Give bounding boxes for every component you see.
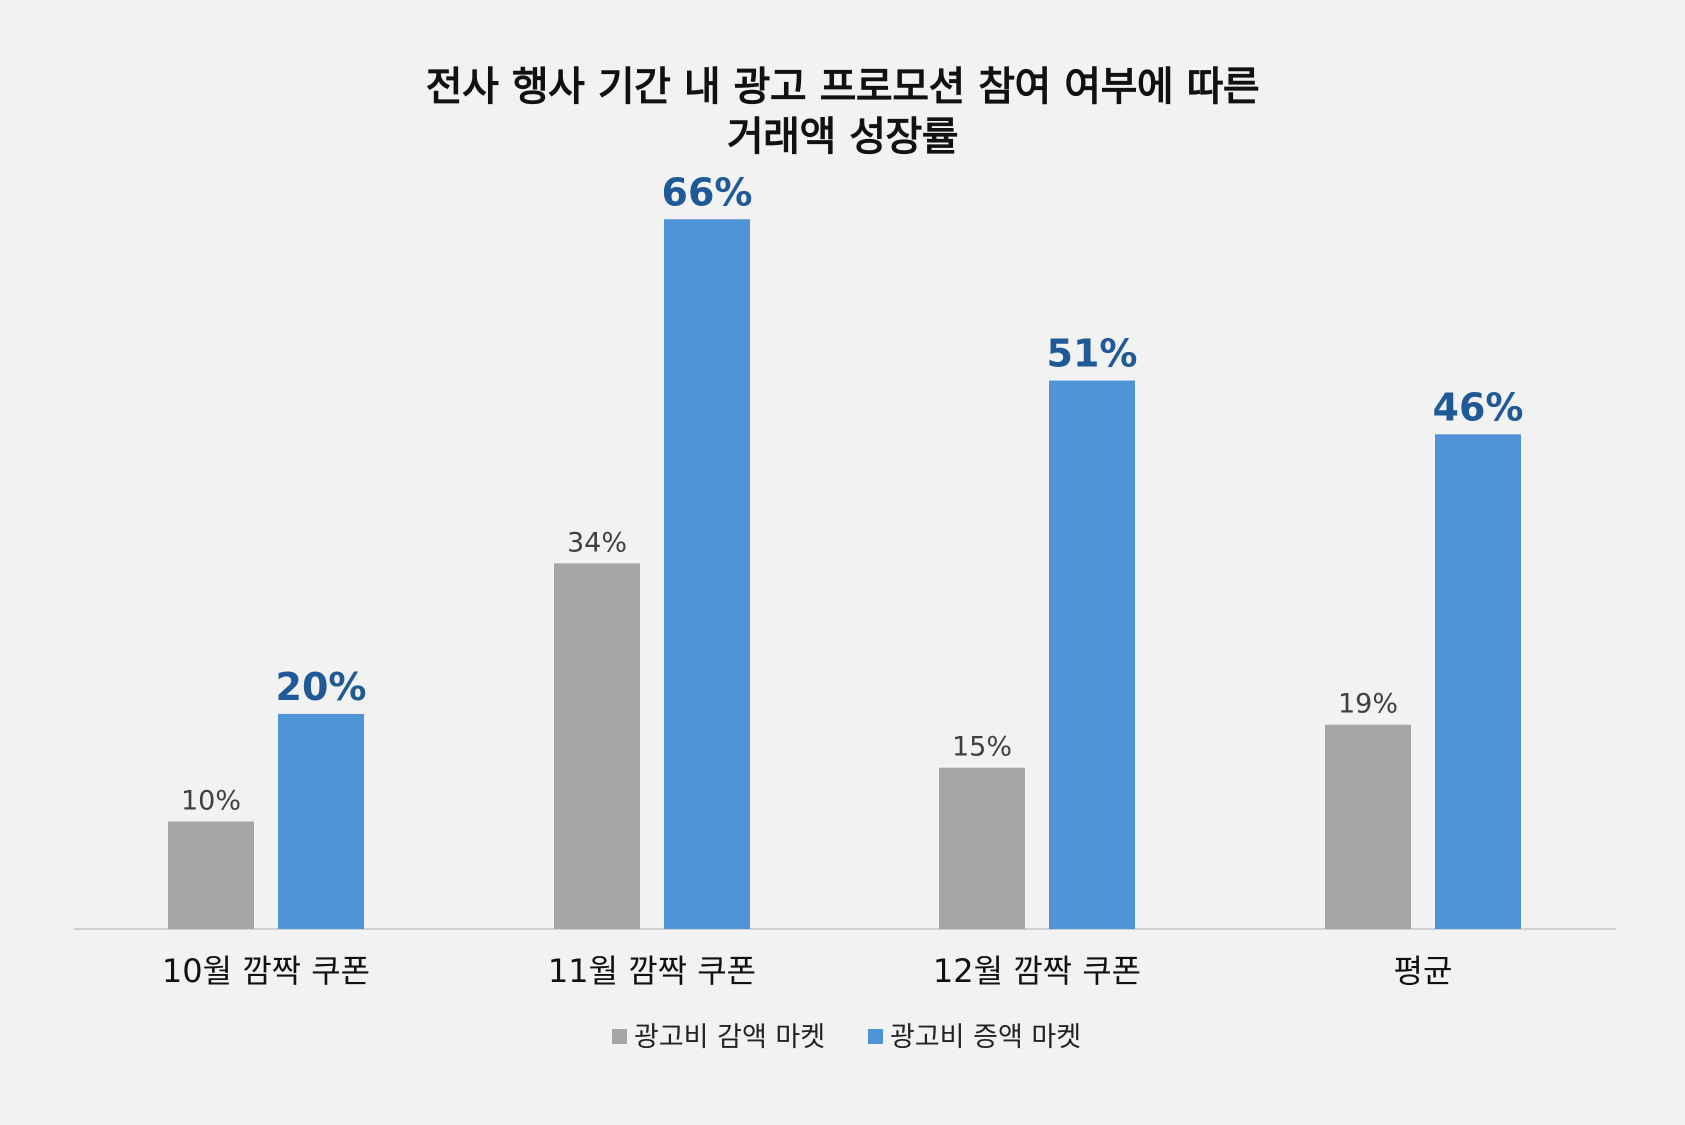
bar-decrease (939, 767, 1025, 929)
data-label: 66% (662, 170, 753, 214)
category-label: 평균 (1394, 952, 1453, 990)
data-label: 19% (1338, 689, 1398, 720)
category-label: 11월 깜짝 쿠폰 (548, 952, 756, 990)
bar-decrease (554, 563, 640, 929)
data-label: 10% (181, 785, 241, 816)
legend-label: 광고비 감액 마켓 (634, 1022, 825, 1053)
bar-increase (1435, 434, 1521, 929)
legend-swatch-increase (868, 1029, 883, 1044)
category-label: 10월 깜짝 쿠폰 (162, 952, 370, 990)
bar-increase (1049, 380, 1135, 930)
data-label: 46% (1433, 385, 1524, 429)
bar-decrease (1325, 724, 1411, 929)
chart-title-line-1: 전사 행사 기간 내 광고 프로모션 참여 여부에 따른 (425, 64, 1260, 110)
bar-increase (278, 713, 364, 929)
legend-label: 광고비 증액 마켓 (890, 1022, 1081, 1053)
data-label: 34% (567, 527, 627, 558)
bar-decrease (168, 821, 254, 929)
legend-swatch-decrease (612, 1029, 627, 1044)
category-label: 12월 깜짝 쿠폰 (933, 952, 1141, 990)
chart-title-line-2: 거래액 성장률 (726, 114, 959, 160)
data-label: 51% (1047, 332, 1138, 376)
bar-increase (664, 219, 750, 929)
data-label: 20% (276, 665, 367, 709)
data-label: 15% (952, 732, 1012, 763)
